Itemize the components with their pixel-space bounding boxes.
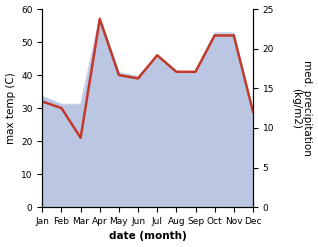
X-axis label: date (month): date (month) xyxy=(109,231,187,242)
Y-axis label: max temp (C): max temp (C) xyxy=(5,72,16,144)
Y-axis label: med. precipitation
(kg/m2): med. precipitation (kg/m2) xyxy=(291,60,313,156)
